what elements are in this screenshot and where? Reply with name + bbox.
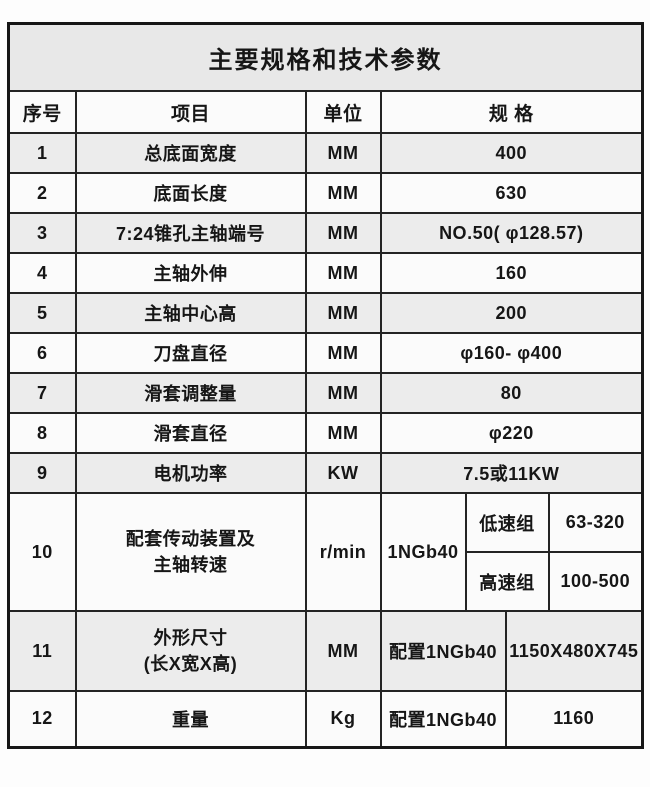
row-no: 5 [7, 292, 77, 334]
table-row-8: 8 滑套直径 MM φ220 [7, 412, 644, 454]
spec-cell: 200 [379, 292, 644, 334]
spec-cell: 630 [379, 172, 644, 214]
row-no: 7 [7, 372, 77, 414]
col-header-unit: 单位 [304, 90, 382, 134]
item-cell: 重量 [74, 690, 307, 748]
item-line-2: (长X宽X高) [143, 654, 238, 674]
unit-cell: MM [304, 610, 382, 692]
table-row-9: 9 电机功率 KW 7.5或11KW [7, 452, 644, 494]
item-line-1: 配套传动装置及 [125, 528, 256, 549]
item-cell: 外形尺寸 (长X宽X高) [74, 610, 307, 692]
table-row-10b: 高速组 100-500 [9, 551, 644, 612]
spec-cell: 1160 [504, 690, 644, 748]
spec-cell: 400 [379, 132, 644, 174]
spec-cell: φ160- φ400 [379, 332, 644, 374]
unit-cell: MM [304, 132, 382, 174]
gearbox-cell: 1NGb40 [379, 492, 467, 612]
spec-table: 主要规格和技术参数 序号 项目 单位 规 格 1 总底面宽度 MM 400 2 … [7, 22, 645, 749]
table-row-7: 7 滑套调整量 MM 80 [7, 372, 644, 414]
unit-cell: MM [304, 412, 382, 454]
row-no: 4 [7, 252, 77, 294]
spec-cell: φ220 [379, 412, 644, 454]
spec-cell: 7.5或11KW [379, 452, 644, 494]
row-no: 3 [7, 212, 77, 254]
spec-cell: 160 [379, 252, 644, 294]
item-line-1: 外形尺寸 [153, 627, 228, 648]
row-no: 2 [7, 172, 77, 214]
low-speed-label: 低速组 [464, 492, 550, 553]
item-cell: 主轴中心高 [74, 292, 307, 334]
unit-cell: MM [304, 212, 382, 254]
table-row-10a: 10 配套传动装置及 主轴转速 r/min 1NGb40 低速组 63-320 [7, 492, 644, 612]
col-header-item: 项目 [74, 90, 307, 134]
high-speed-value: 100-500 [547, 551, 644, 612]
item-cell: 主轴外伸 [74, 252, 307, 294]
table-row-2: 2 底面长度 MM 630 [7, 172, 644, 214]
unit-cell: MM [304, 172, 382, 214]
unit-cell: KW [304, 452, 382, 494]
row-no: 6 [7, 332, 77, 374]
unit-cell: Kg [304, 690, 382, 748]
row-no: 9 [7, 452, 77, 494]
row-no: 12 [7, 690, 77, 748]
low-speed-value: 63-320 [547, 492, 644, 553]
col-header-spec: 规 格 [379, 90, 644, 134]
item-cell: 配套传动装置及 主轴转速 [74, 492, 307, 612]
row-no: 10 [7, 492, 77, 612]
spec-cell: 1150X480X745 [504, 610, 644, 692]
config-cell: 配置1NGb40 [379, 610, 507, 692]
item-line-2: 主轴转速 [153, 555, 228, 575]
item-cell: 刀盘直径 [74, 332, 307, 374]
item-cell: 滑套调整量 [74, 372, 307, 414]
unit-cell: MM [304, 372, 382, 414]
unit-cell: MM [304, 252, 382, 294]
unit-cell: MM [304, 332, 382, 374]
spec-cell: NO.50( φ128.57) [379, 212, 644, 254]
row-no: 11 [7, 610, 77, 692]
high-speed-label: 高速组 [464, 551, 550, 612]
title-row: 主要规格和技术参数 [7, 22, 644, 92]
item-cell: 总底面宽度 [74, 132, 307, 174]
table-row-6: 6 刀盘直径 MM φ160- φ400 [7, 332, 644, 374]
table-row-11: 11 外形尺寸 (长X宽X高) MM 配置1NGb40 1150X480X745 [7, 610, 644, 692]
unit-cell: r/min [304, 492, 382, 612]
table-row-12: 12 重量 Kg 配置1NGb40 1160 [7, 690, 644, 748]
col-header-index: 序号 [7, 90, 77, 134]
table-row-3: 3 7:24锥孔主轴端号 MM NO.50( φ128.57) [7, 212, 644, 254]
item-cell: 底面长度 [74, 172, 307, 214]
row-no: 8 [7, 412, 77, 454]
item-cell: 电机功率 [74, 452, 307, 494]
spec-cell: 80 [379, 372, 644, 414]
item-cell: 7:24锥孔主轴端号 [74, 212, 307, 254]
config-cell: 配置1NGb40 [379, 690, 507, 748]
table-row-4: 4 主轴外伸 MM 160 [7, 252, 644, 294]
table-row-1: 1 总底面宽度 MM 400 [7, 132, 644, 174]
item-cell: 滑套直径 [74, 412, 307, 454]
header-row: 序号 项目 单位 规 格 [7, 90, 644, 134]
table-row-5: 5 主轴中心高 MM 200 [7, 292, 644, 334]
row-no: 1 [7, 132, 77, 174]
table-title: 主要规格和技术参数 [7, 22, 644, 92]
unit-cell: MM [304, 292, 382, 334]
